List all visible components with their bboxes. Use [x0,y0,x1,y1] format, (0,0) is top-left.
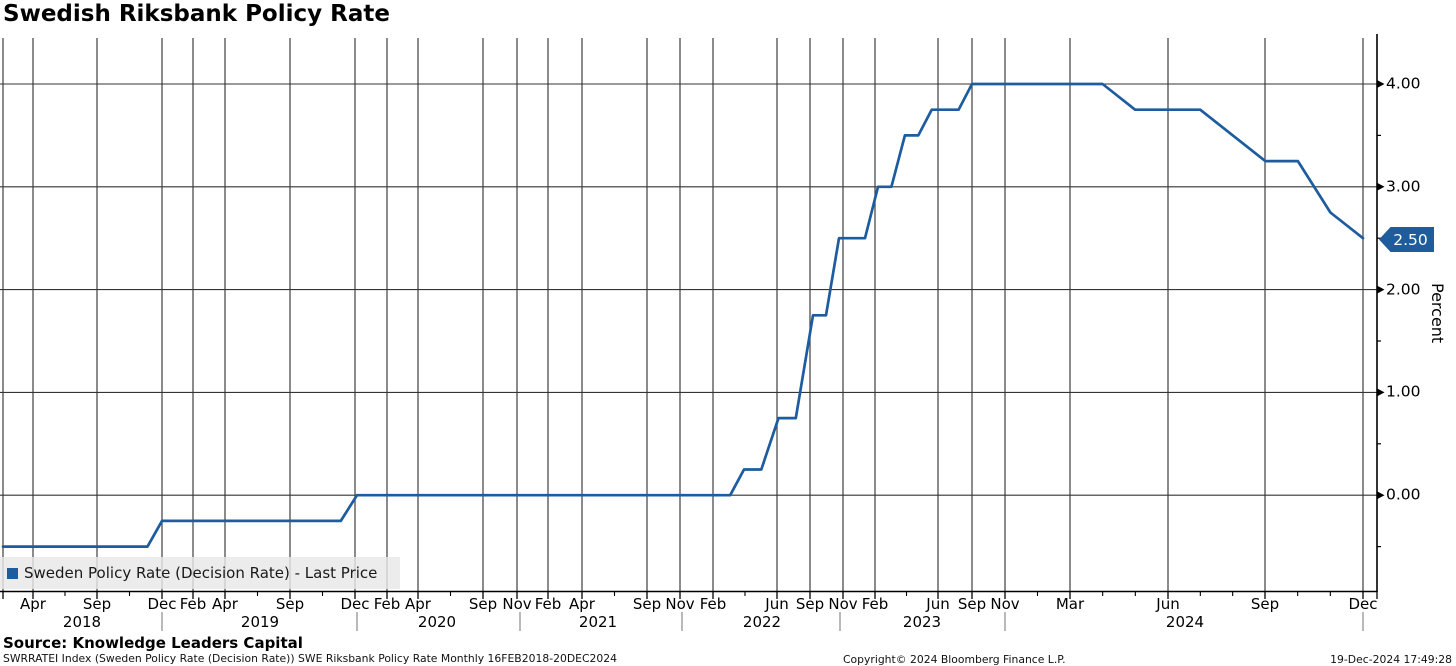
y-axis-title: Percent [1428,283,1447,344]
x-tick-label: Apr [212,595,238,613]
x-tick-label: Sep [275,595,305,613]
year-label: 2022 [742,613,782,631]
x-tick-label: Nov [828,595,858,613]
legend-label: Sweden Policy Rate (Decision Rate) - Las… [24,564,378,582]
x-tick-label: Apr [20,595,46,613]
x-tick-label: Sep [957,595,987,613]
year-label: 2021 [578,613,618,631]
last-price-badge: 2.50 [1379,227,1434,252]
y-tick-label: 2.00 [1386,280,1421,299]
x-tick-label: Dec [340,595,370,613]
legend-marker-icon [7,567,18,579]
legend: Sweden Policy Rate (Decision Rate) - Las… [0,557,400,589]
timestamp: 19-Dec-2024 17:49:28 [1330,653,1452,666]
x-tick-label: Nov [665,595,695,613]
y-tick-label: 0.00 [1386,485,1421,504]
year-label: 2020 [417,613,457,631]
y-tick-label: 4.00 [1386,74,1421,93]
x-tick-label: Dec [1348,595,1378,613]
ticker-line: SWRRATEI Index (Sweden Policy Rate (Deci… [3,652,617,665]
year-label: 2019 [240,613,280,631]
x-tick-label: Sep [1250,595,1280,613]
x-tick-label: Jun [765,595,789,613]
copyright-line: Copyright© 2024 Bloomberg Finance L.P. [843,653,1066,666]
x-tick-label: Dec [147,595,177,613]
x-tick-label: Feb [179,595,207,613]
source-line: Source: Knowledge Leaders Capital [3,634,303,652]
x-tick-label: Feb [534,595,562,613]
x-tick-label: Feb [699,595,727,613]
year-label: 2024 [1165,613,1205,631]
y-tick-label: 1.00 [1386,383,1421,402]
y-tick-label: 3.00 [1386,177,1421,196]
page-title: Swedish Riksbank Policy Rate [3,1,390,27]
x-tick-label: Nov [502,595,532,613]
year-label: 2023 [902,613,942,631]
x-tick-label: Jun [926,595,950,613]
x-tick-label: Sep [468,595,498,613]
x-tick-label: Nov [990,595,1020,613]
x-tick-label: Feb [373,595,401,613]
x-tick-label: Sep [82,595,112,613]
x-tick-label: Sep [632,595,662,613]
last-price-value: 2.50 [1393,230,1428,249]
x-tick-label: Jun [1156,595,1180,613]
x-tick-label: Mar [1055,595,1085,613]
x-tick-label: Feb [861,595,889,613]
x-tick-label: Sep [795,595,825,613]
year-label: 2018 [62,613,102,631]
x-tick-label: Apr [405,595,431,613]
x-tick-label: Apr [569,595,595,613]
